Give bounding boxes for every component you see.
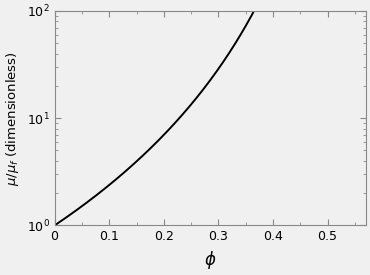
X-axis label: $\phi$: $\phi$ [204, 249, 216, 271]
Y-axis label: $\mu/\mu_f$ (dimensionless): $\mu/\mu_f$ (dimensionless) [4, 51, 21, 186]
